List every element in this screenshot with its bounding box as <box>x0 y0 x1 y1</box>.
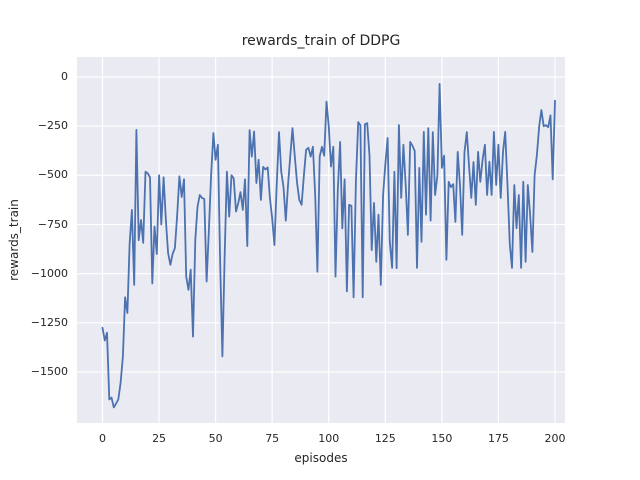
x-tick-label: 100 <box>318 432 340 445</box>
x-tick-label: 150 <box>431 432 453 445</box>
series-rewards_train <box>101 82 556 409</box>
chart-title: rewards_train of DDPG <box>241 33 401 49</box>
x-tick-label: 175 <box>487 432 509 445</box>
y-tick-label: 0 <box>61 70 68 83</box>
y-tick-label: −500 <box>37 168 68 182</box>
plot-area <box>77 57 565 423</box>
y-tick-label: −750 <box>37 217 68 231</box>
x-axis-label: episodes <box>294 451 348 465</box>
y-tick-label: −1250 <box>30 315 68 329</box>
x-tick-label: 50 <box>208 432 223 445</box>
x-tick-label: 0 <box>99 432 106 445</box>
y-tick-label: −1000 <box>30 266 68 280</box>
y-tick-label: −1500 <box>30 365 68 378</box>
x-tick-label: 25 <box>152 432 167 445</box>
line-chart <box>77 57 565 423</box>
x-tick-label: 200 <box>544 432 566 445</box>
x-tick-label: 75 <box>265 432 280 445</box>
x-tick-label: 125 <box>374 432 396 445</box>
y-tick-label: −250 <box>37 119 68 133</box>
